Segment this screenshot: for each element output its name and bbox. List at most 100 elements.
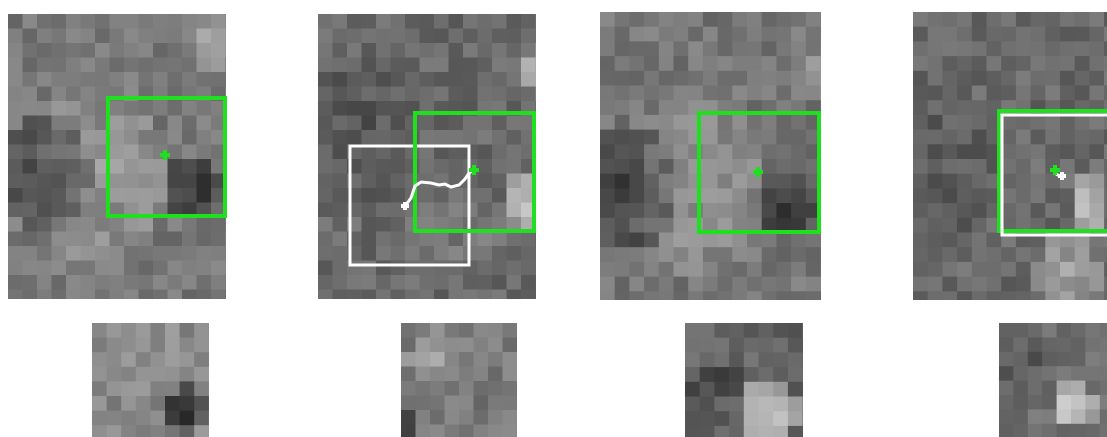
pixel bbox=[688, 70, 704, 87]
pixel bbox=[1071, 366, 1086, 382]
pixel bbox=[1099, 380, 1107, 396]
pixel bbox=[1001, 85, 1017, 101]
pixel bbox=[927, 56, 943, 72]
pixel bbox=[1015, 173, 1032, 189]
pixel bbox=[22, 86, 38, 102]
pixel bbox=[614, 276, 630, 292]
pixel bbox=[1085, 323, 1101, 338]
pixel bbox=[688, 261, 704, 278]
pixel bbox=[182, 289, 198, 299]
pixel bbox=[473, 352, 489, 368]
pixel bbox=[167, 28, 183, 44]
pixel bbox=[957, 203, 973, 219]
pixel bbox=[22, 202, 38, 218]
pixel bbox=[1071, 423, 1086, 437]
pixel bbox=[419, 72, 435, 88]
pixel bbox=[1042, 323, 1058, 338]
pixel bbox=[971, 247, 988, 263]
pixel bbox=[138, 289, 154, 299]
pixel bbox=[477, 130, 493, 146]
pixel bbox=[729, 337, 745, 353]
pixel bbox=[1089, 129, 1105, 145]
pixel bbox=[747, 70, 763, 87]
pixel bbox=[318, 246, 334, 262]
pixel bbox=[415, 410, 431, 426]
pixel bbox=[138, 159, 154, 175]
pixel bbox=[773, 425, 789, 437]
pixel bbox=[747, 12, 763, 28]
pixel bbox=[957, 232, 973, 248]
pixel bbox=[405, 14, 421, 30]
pixel bbox=[51, 101, 67, 117]
pixel bbox=[1089, 114, 1105, 131]
pixel bbox=[66, 188, 82, 204]
pixel bbox=[194, 366, 209, 382]
pixel bbox=[448, 275, 464, 291]
pixel bbox=[942, 56, 958, 72]
pixel bbox=[1015, 114, 1032, 131]
pixel bbox=[138, 57, 154, 73]
pixel bbox=[318, 43, 334, 59]
pixel bbox=[477, 202, 493, 218]
pixel bbox=[506, 43, 522, 59]
pixel bbox=[376, 86, 392, 102]
pixel bbox=[971, 291, 988, 300]
pixel bbox=[376, 159, 392, 175]
pixel bbox=[913, 291, 929, 300]
pixel bbox=[535, 275, 536, 291]
pixel bbox=[1001, 188, 1017, 204]
pixel bbox=[614, 291, 630, 300]
pixel bbox=[1104, 85, 1107, 101]
pixel bbox=[1060, 203, 1076, 219]
pixel bbox=[805, 291, 821, 300]
pixel bbox=[787, 367, 803, 383]
pixel bbox=[376, 43, 392, 59]
pixel bbox=[614, 232, 630, 248]
pixel bbox=[211, 173, 226, 189]
pixel bbox=[361, 72, 377, 88]
pixel bbox=[502, 381, 517, 397]
pixel bbox=[361, 231, 377, 247]
pixel bbox=[332, 72, 348, 88]
pixel bbox=[1060, 41, 1076, 57]
pixel bbox=[167, 72, 183, 88]
pixel bbox=[8, 101, 24, 117]
pixel bbox=[776, 70, 792, 87]
pixel bbox=[717, 173, 733, 189]
pixel bbox=[1013, 337, 1029, 353]
pixel bbox=[927, 291, 943, 300]
pixel bbox=[644, 159, 660, 175]
pixel bbox=[347, 28, 363, 44]
pixel bbox=[1060, 276, 1076, 292]
pixel bbox=[22, 289, 38, 299]
pixel bbox=[92, 410, 108, 426]
pixel bbox=[37, 144, 53, 160]
pixel bbox=[401, 424, 417, 437]
pixel bbox=[106, 352, 122, 368]
pixel bbox=[629, 12, 645, 28]
pixel bbox=[434, 289, 450, 299]
pixel bbox=[167, 202, 183, 218]
pixel bbox=[999, 366, 1014, 382]
pixel bbox=[1001, 100, 1017, 116]
pixel bbox=[600, 291, 616, 300]
pixel bbox=[1001, 144, 1017, 160]
pixel bbox=[106, 366, 122, 382]
pixel bbox=[332, 289, 348, 299]
pixel bbox=[138, 188, 154, 204]
pixel bbox=[729, 323, 745, 339]
pixel bbox=[448, 14, 464, 30]
pixel bbox=[135, 381, 151, 397]
pixel bbox=[913, 159, 929, 175]
pixel bbox=[714, 411, 730, 427]
pixel bbox=[1001, 173, 1017, 189]
pixel bbox=[95, 14, 111, 30]
pixel bbox=[1060, 247, 1076, 263]
pixel bbox=[986, 247, 1002, 263]
pixel bbox=[658, 159, 675, 175]
pixel bbox=[791, 129, 807, 145]
pixel bbox=[477, 72, 493, 88]
pixel bbox=[717, 114, 733, 131]
pixel bbox=[92, 323, 108, 339]
pixel bbox=[1104, 188, 1107, 204]
